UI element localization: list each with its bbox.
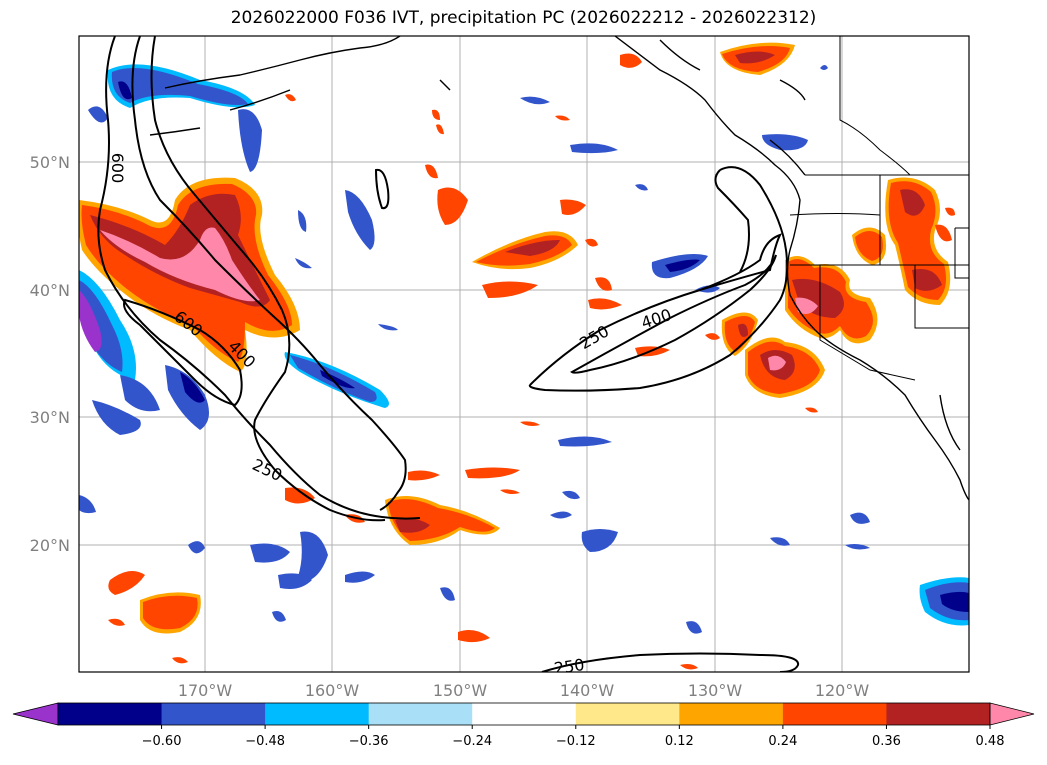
gridlines bbox=[79, 36, 969, 672]
colorbar-tick-label: 0.36 bbox=[872, 734, 901, 749]
map-frame bbox=[78, 35, 970, 673]
colorbar-segment bbox=[265, 703, 370, 725]
ivt-contours bbox=[97, 36, 800, 672]
colorbar-segment bbox=[886, 703, 991, 725]
colorbar-segment bbox=[575, 703, 680, 725]
colorbar-tick-label: −0.12 bbox=[556, 734, 596, 749]
state-borders bbox=[789, 36, 969, 381]
colorbar-extend-high bbox=[989, 702, 1035, 726]
positive-anomaly-regions bbox=[79, 42, 955, 670]
colorbar-extend-low bbox=[12, 702, 59, 726]
colorbar-border bbox=[57, 702, 991, 726]
colorbar-segment bbox=[58, 703, 163, 725]
colorbar: −0.60 −0.48 −0.36 −0.24 −0.12 0.12 0.24 0.36 0.4… bbox=[12, 702, 1035, 749]
colorbar-tick-label: 0.48 bbox=[976, 734, 1005, 749]
lon-label-140w: 140°W bbox=[560, 681, 615, 700]
colorbar-tick-label: −0.36 bbox=[349, 734, 389, 749]
colorbar-segment bbox=[782, 703, 887, 725]
contour-label: 250 bbox=[553, 655, 586, 678]
colorbar-segment bbox=[368, 703, 473, 725]
map-area: 600 600 400 250 250 400 250 bbox=[79, 36, 969, 678]
colorbar-tick-label: −0.48 bbox=[245, 734, 285, 749]
lat-label-50n: 50°N bbox=[30, 153, 70, 172]
colorbar-tick-label: −0.60 bbox=[142, 734, 182, 749]
colorbar-tick-label: 0.24 bbox=[768, 734, 797, 749]
lat-label-30n: 30°N bbox=[30, 408, 70, 427]
lon-label-170w: 170°W bbox=[178, 681, 233, 700]
lon-label-150w: 150°W bbox=[433, 681, 488, 700]
latitude-labels: 50°N 40°N 30°N 20°N bbox=[30, 153, 70, 555]
lon-label-160w: 160°W bbox=[305, 681, 360, 700]
colorbar-tick-label: −0.24 bbox=[452, 734, 492, 749]
lon-label-130w: 130°W bbox=[688, 681, 743, 700]
negative-anomaly-regions bbox=[79, 64, 969, 634]
lat-label-40n: 40°N bbox=[30, 281, 70, 300]
longitude-labels: 170°W 160°W 150°W 140°W 130°W 120°W bbox=[178, 681, 870, 700]
colorbar-tick-label: 0.12 bbox=[665, 734, 694, 749]
lat-label-20n: 20°N bbox=[30, 536, 70, 555]
lon-label-120w: 120°W bbox=[815, 681, 870, 700]
map-title: 2026022000 F036 IVT, precipitation PC (2… bbox=[230, 8, 817, 28]
colorbar-segment bbox=[161, 703, 266, 725]
contour-label: 600 bbox=[108, 153, 127, 184]
colorbar-segment bbox=[679, 703, 784, 725]
colorbar-segment bbox=[472, 703, 577, 725]
